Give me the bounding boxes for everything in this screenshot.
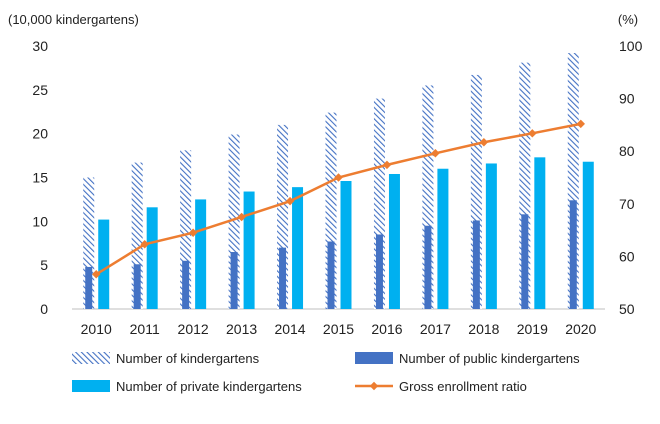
bar-private-kindergartens xyxy=(292,187,304,309)
gross-enrollment-ratio-point xyxy=(285,196,295,206)
x-tick-label: 2016 xyxy=(371,321,402,337)
legend-swatch xyxy=(72,380,110,392)
gross-enrollment-ratio-point xyxy=(237,212,246,222)
bars xyxy=(83,53,594,310)
bar-private-kindergartens xyxy=(195,199,207,309)
y-left-tick-label: 0 xyxy=(40,301,48,317)
y-left-tick-label: 5 xyxy=(40,257,48,273)
bar-total-kindergartens xyxy=(228,134,240,309)
y-right-tick-label: 100 xyxy=(619,38,643,54)
gross-enrollment-ratio-line xyxy=(95,122,582,276)
legend-label: Number of private kindergartens xyxy=(116,379,302,394)
x-tick-label: 2010 xyxy=(81,321,112,337)
x-tick-label: 2020 xyxy=(565,321,596,337)
bar-private-kindergartens xyxy=(98,219,110,309)
gross-enrollment-ratio-point xyxy=(479,138,489,147)
bar-total-kindergartens xyxy=(180,150,192,309)
axes: 0 5 10 15 20 25 30 50 60 70 80 90 100 2010 2011 2012 201… xyxy=(8,12,643,337)
bar-private-kindergartens xyxy=(388,173,400,309)
x-tick-label: 2015 xyxy=(323,321,354,337)
x-tick-label: 2014 xyxy=(274,321,305,337)
bar-total-kindergartens xyxy=(131,162,143,309)
gross-enrollment-ratio-point xyxy=(91,270,101,279)
legend-label: Number of kindergartens xyxy=(116,351,260,366)
bar-public-kindergartens xyxy=(85,266,93,309)
bar-total-kindergartens xyxy=(83,177,95,309)
y-right-tick-label: 50 xyxy=(619,301,635,317)
bar-private-kindergartens xyxy=(534,157,546,309)
y-left-tick-label: 25 xyxy=(32,82,48,98)
line-series xyxy=(91,119,586,279)
right-axis-unit: (%) xyxy=(618,12,638,27)
y-left-tick-label: 15 xyxy=(32,170,48,186)
legend-swatch xyxy=(355,352,393,364)
legend-label: Gross enrollment ratio xyxy=(399,379,527,394)
bar-public-kindergartens xyxy=(279,247,287,309)
bar-public-kindergartens xyxy=(521,214,529,309)
gross-enrollment-ratio-point xyxy=(140,240,149,249)
legend-label: Number of public kindergartens xyxy=(399,351,580,366)
bar-total-kindergartens xyxy=(567,53,579,309)
bar-private-kindergartens xyxy=(146,207,158,309)
gross-enrollment-ratio-point xyxy=(188,228,198,237)
x-tick-label: 2018 xyxy=(468,321,499,337)
x-tick-label: 2017 xyxy=(420,321,451,337)
y-left-tick-label: 30 xyxy=(32,38,48,54)
left-axis-unit: (10,000 kindergartens) xyxy=(8,12,139,27)
y-left-tick-label: 20 xyxy=(32,126,48,142)
y-right-tick-label: 70 xyxy=(619,196,635,212)
bar-public-kindergartens xyxy=(182,260,190,309)
bar-public-kindergartens xyxy=(327,241,335,309)
bar-total-kindergartens xyxy=(470,74,482,310)
bar-public-kindergartens xyxy=(375,234,383,309)
bar-public-kindergartens xyxy=(230,252,238,309)
x-tick-label: 2013 xyxy=(226,321,257,337)
gross-enrollment-ratio-point xyxy=(431,149,440,158)
gross-enrollment-ratio-point xyxy=(382,160,392,170)
bar-total-kindergartens xyxy=(277,124,289,310)
x-tick-label: 2019 xyxy=(517,321,548,337)
bar-public-kindergartens xyxy=(569,200,577,309)
y-right-tick-label: 90 xyxy=(619,91,635,107)
bar-total-kindergartens xyxy=(325,112,337,309)
bar-public-kindergartens xyxy=(472,220,480,309)
bar-total-kindergartens xyxy=(373,98,385,309)
bar-total-kindergartens xyxy=(519,62,531,310)
y-right-tick-label: 80 xyxy=(619,143,635,159)
y-right-tick-label: 60 xyxy=(619,248,635,264)
gross-enrollment-ratio-point xyxy=(334,173,343,182)
bar-total-kindergartens xyxy=(422,85,434,309)
bar-private-kindergartens xyxy=(340,181,352,309)
x-tick-label: 2011 xyxy=(130,321,160,337)
bar-private-kindergartens xyxy=(485,163,497,309)
legend-swatch-marker xyxy=(369,381,379,391)
legend: Number of kindergartens Number of public … xyxy=(72,351,580,394)
x-tick-label: 2012 xyxy=(178,321,209,337)
bar-public-kindergartens xyxy=(424,225,432,309)
bar-public-kindergartens xyxy=(133,264,141,309)
y-left-tick-label: 10 xyxy=(32,213,48,229)
legend-swatch xyxy=(72,352,110,364)
bar-private-kindergartens xyxy=(582,161,594,309)
bar-private-kindergartens xyxy=(243,191,255,309)
bar-private-kindergartens xyxy=(437,168,449,309)
